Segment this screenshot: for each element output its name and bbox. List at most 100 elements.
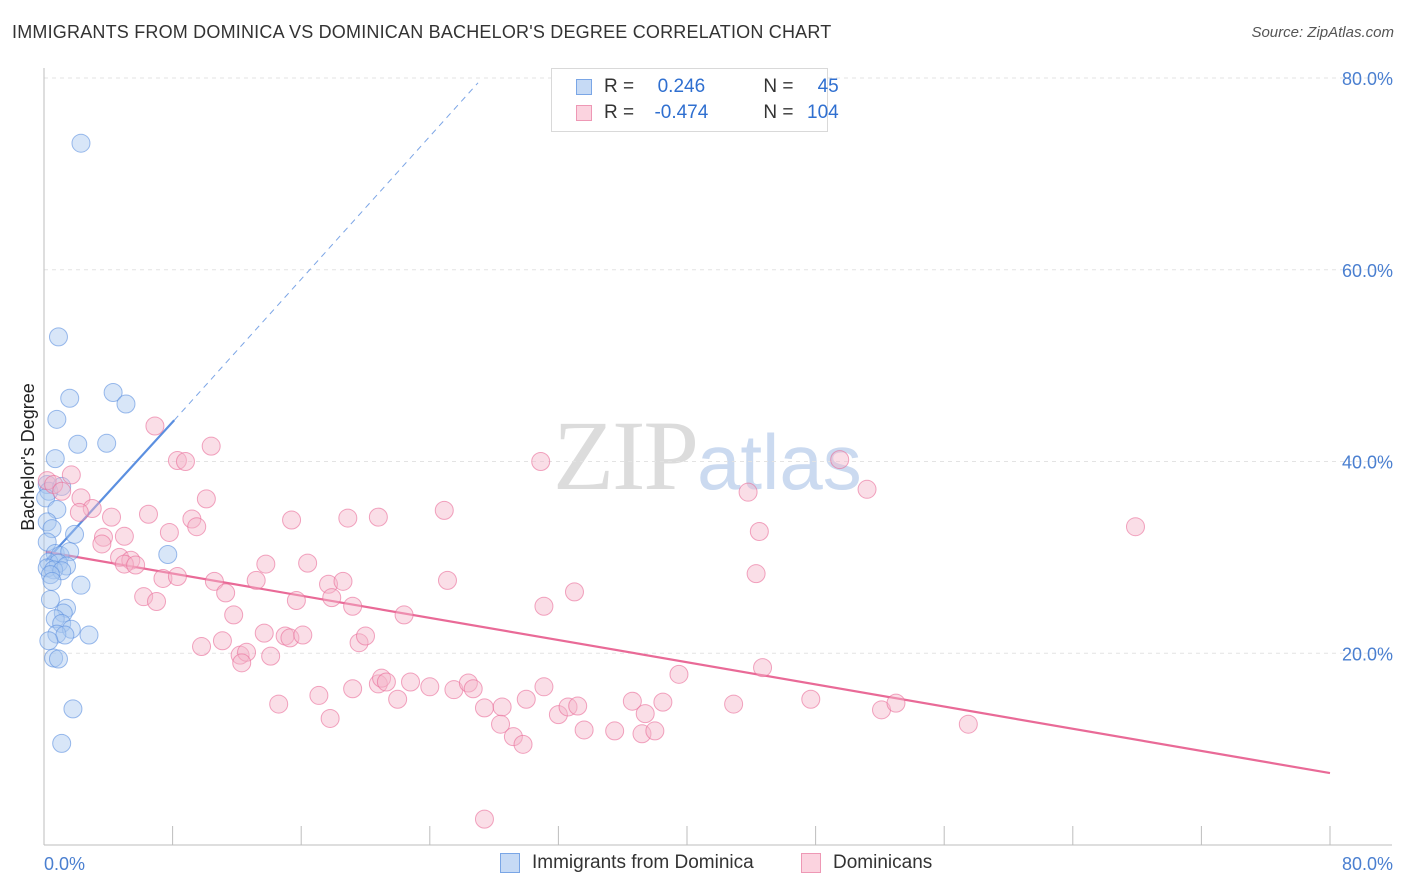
point-dominicans bbox=[69, 502, 89, 522]
gridlines bbox=[44, 77, 1392, 654]
point-dominicans bbox=[669, 664, 689, 684]
bottom-legend-label-dominica: Immigrants from Dominica bbox=[532, 852, 754, 873]
point-dominicans bbox=[534, 596, 554, 616]
point-dominica bbox=[65, 524, 85, 544]
point-dominicans bbox=[114, 526, 134, 546]
point-dominica bbox=[50, 545, 70, 565]
y-axis-title: Bachelor's Degree bbox=[18, 383, 38, 531]
point-dominicans bbox=[167, 451, 187, 471]
point-dominicans bbox=[320, 708, 340, 728]
point-dominica bbox=[55, 625, 75, 645]
point-dominicans bbox=[558, 697, 578, 717]
point-dominicans bbox=[282, 510, 302, 530]
point-dominica bbox=[97, 433, 117, 453]
point-dominica bbox=[45, 449, 65, 469]
point-dominicans bbox=[322, 588, 342, 608]
legend-r-value: 0.246 bbox=[657, 76, 706, 97]
point-dominica bbox=[79, 625, 99, 645]
point-dominicans bbox=[738, 482, 758, 502]
point-dominicans bbox=[343, 679, 363, 699]
point-dominicans bbox=[503, 727, 523, 747]
point-dominica bbox=[158, 544, 178, 564]
point-dominica bbox=[68, 434, 88, 454]
point-dominicans bbox=[622, 691, 642, 711]
point-dominicans bbox=[653, 692, 673, 712]
bottom-legend-swatch-dominicans bbox=[801, 853, 821, 873]
point-dominicans bbox=[52, 481, 72, 501]
legend-row-dominica: R = 0.246 N = 45 bbox=[576, 75, 839, 99]
y-tick-label: 40.0% bbox=[1342, 453, 1393, 473]
point-dominicans bbox=[254, 623, 274, 643]
point-dominicans bbox=[492, 697, 512, 717]
point-dominicans bbox=[830, 450, 850, 470]
point-dominicans bbox=[746, 564, 766, 584]
point-dominicans bbox=[93, 527, 113, 547]
point-dominicans bbox=[212, 631, 232, 651]
bottom-legend-swatch-dominica bbox=[500, 853, 520, 873]
point-dominica bbox=[48, 327, 68, 347]
point-dominicans bbox=[204, 571, 224, 591]
point-dominicans bbox=[635, 704, 655, 724]
y-tick-label: 80.0% bbox=[1342, 69, 1393, 89]
data-points bbox=[36, 133, 1145, 829]
point-dominica bbox=[52, 561, 72, 581]
point-dominicans bbox=[401, 672, 421, 692]
legend-n-label: N = bbox=[763, 102, 799, 123]
point-dominicans bbox=[256, 554, 276, 574]
point-dominicans bbox=[224, 605, 244, 625]
point-dominicans bbox=[434, 500, 454, 520]
point-dominicans bbox=[574, 720, 594, 740]
point-dominicans bbox=[531, 452, 551, 471]
point-dominicans bbox=[857, 479, 877, 499]
legend-row-dominicans: R = -0.474 N = 104 bbox=[576, 101, 839, 125]
point-dominicans bbox=[463, 679, 483, 699]
point-dominicans bbox=[246, 570, 266, 590]
correlation-legend: R = 0.246 N = 45 R = -0.474 N = 104 bbox=[551, 68, 839, 132]
point-dominicans bbox=[126, 555, 146, 575]
point-dominicans bbox=[1125, 517, 1145, 537]
point-dominicans bbox=[82, 498, 102, 518]
point-dominicans bbox=[394, 605, 414, 625]
point-dominicans bbox=[605, 721, 625, 741]
x-tick-label: 0.0% bbox=[44, 854, 85, 874]
point-dominicans bbox=[44, 475, 64, 495]
point-dominicans bbox=[232, 653, 252, 673]
point-dominica bbox=[42, 571, 62, 591]
point-dominicans bbox=[513, 734, 533, 754]
point-dominica bbox=[60, 542, 80, 562]
point-dominicans bbox=[568, 696, 588, 716]
legend-n-value: 45 bbox=[817, 76, 839, 97]
legend-r-label: R = bbox=[604, 102, 640, 123]
point-dominicans bbox=[534, 677, 554, 697]
point-dominica bbox=[52, 733, 72, 753]
legend-n-value: 104 bbox=[807, 102, 839, 123]
point-dominica bbox=[71, 575, 91, 595]
point-dominicans bbox=[196, 489, 216, 509]
point-dominicans bbox=[958, 714, 978, 734]
legend-r-value: -0.474 bbox=[654, 102, 709, 123]
point-dominicans bbox=[138, 504, 158, 524]
point-dominicans bbox=[368, 507, 388, 527]
point-dominicans bbox=[145, 416, 165, 436]
point-dominicans bbox=[801, 689, 821, 709]
point-dominicans bbox=[724, 694, 744, 714]
chart-title: IMMIGRANTS FROM DOMINICA VS DOMINICAN BA… bbox=[12, 22, 832, 42]
point-dominicans bbox=[474, 809, 494, 829]
point-dominicans bbox=[338, 508, 358, 528]
point-dominicans bbox=[309, 685, 329, 705]
point-dominicans bbox=[645, 721, 665, 741]
legend-swatch-dominicans bbox=[576, 105, 592, 121]
point-dominicans bbox=[159, 522, 179, 542]
source-label: Source: ZipAtlas.com bbox=[1251, 24, 1394, 41]
point-dominicans bbox=[134, 587, 154, 607]
bottom-legend-dominica: Immigrants from Dominica bbox=[500, 852, 754, 874]
point-dominica bbox=[71, 133, 91, 153]
point-dominicans bbox=[187, 517, 207, 537]
point-dominicans bbox=[192, 637, 212, 657]
point-dominica bbox=[40, 565, 60, 585]
point-dominica bbox=[37, 512, 57, 532]
y-tick-label: 20.0% bbox=[1342, 644, 1393, 664]
point-dominicans bbox=[147, 591, 167, 611]
point-dominicans bbox=[175, 452, 195, 471]
